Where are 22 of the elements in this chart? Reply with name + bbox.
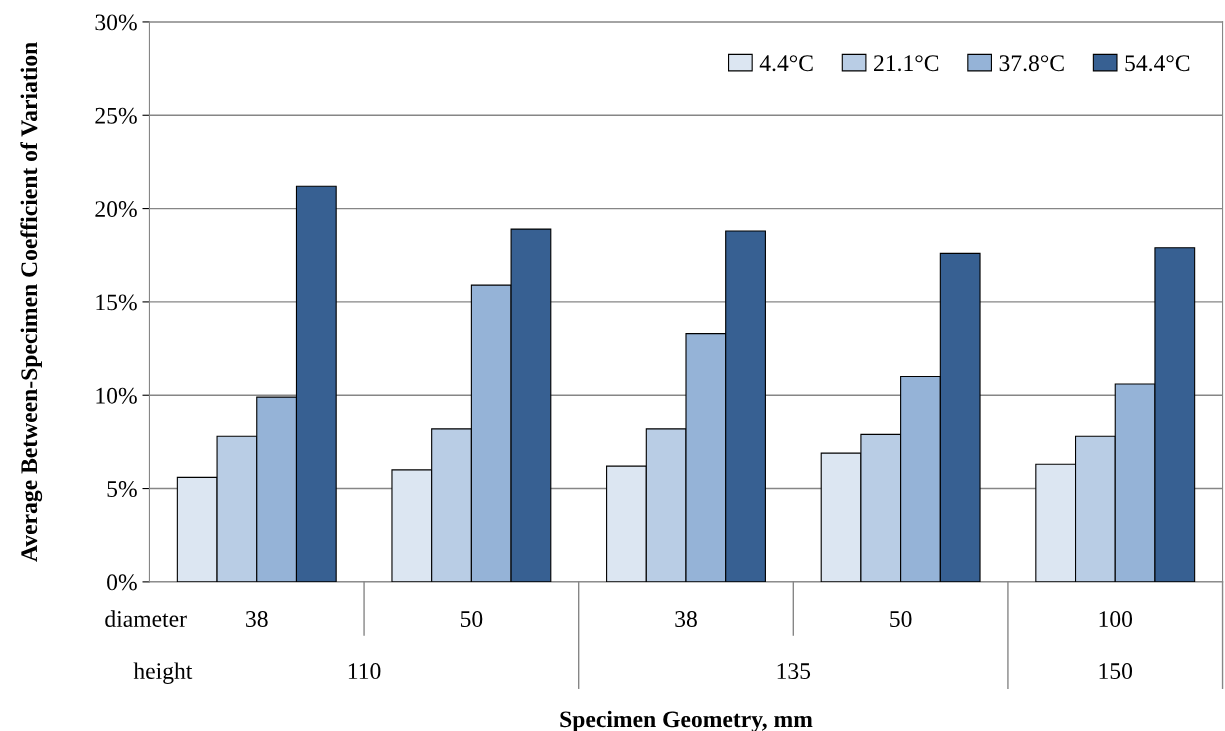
y-tick-label: 15% <box>96 294 137 311</box>
legend-label: 4.4°C <box>759 55 813 72</box>
x-tick-label: 38 <box>675 611 697 627</box>
x-tick-label: 100 <box>1099 611 1133 627</box>
x-tick-label: 50 <box>460 611 483 627</box>
y-tick-label: 30% <box>95 14 137 31</box>
y-tick-label: 20% <box>95 201 137 218</box>
text: 110 <box>348 663 381 680</box>
legend-label: 54.4°C <box>1125 55 1190 72</box>
y-tick-label: 0% <box>107 574 137 591</box>
text: 135 <box>777 663 811 680</box>
y-tick-label: 25% <box>95 107 137 124</box>
y-tick-label: 10% <box>96 387 137 404</box>
legend-label: 37.8°C <box>999 55 1064 72</box>
legend-label: 21.1°C <box>874 55 939 72</box>
y-axis-title: Average Between-Specimen Coefficient of Variation <box>20 42 43 562</box>
text: 150 <box>1099 663 1133 680</box>
text: diameter <box>105 610 187 627</box>
y-tick-label: 5% <box>107 481 137 498</box>
x-tick-label: 50 <box>890 611 912 627</box>
x-tick-label: 38 <box>246 611 268 627</box>
text: height <box>133 662 193 684</box>
